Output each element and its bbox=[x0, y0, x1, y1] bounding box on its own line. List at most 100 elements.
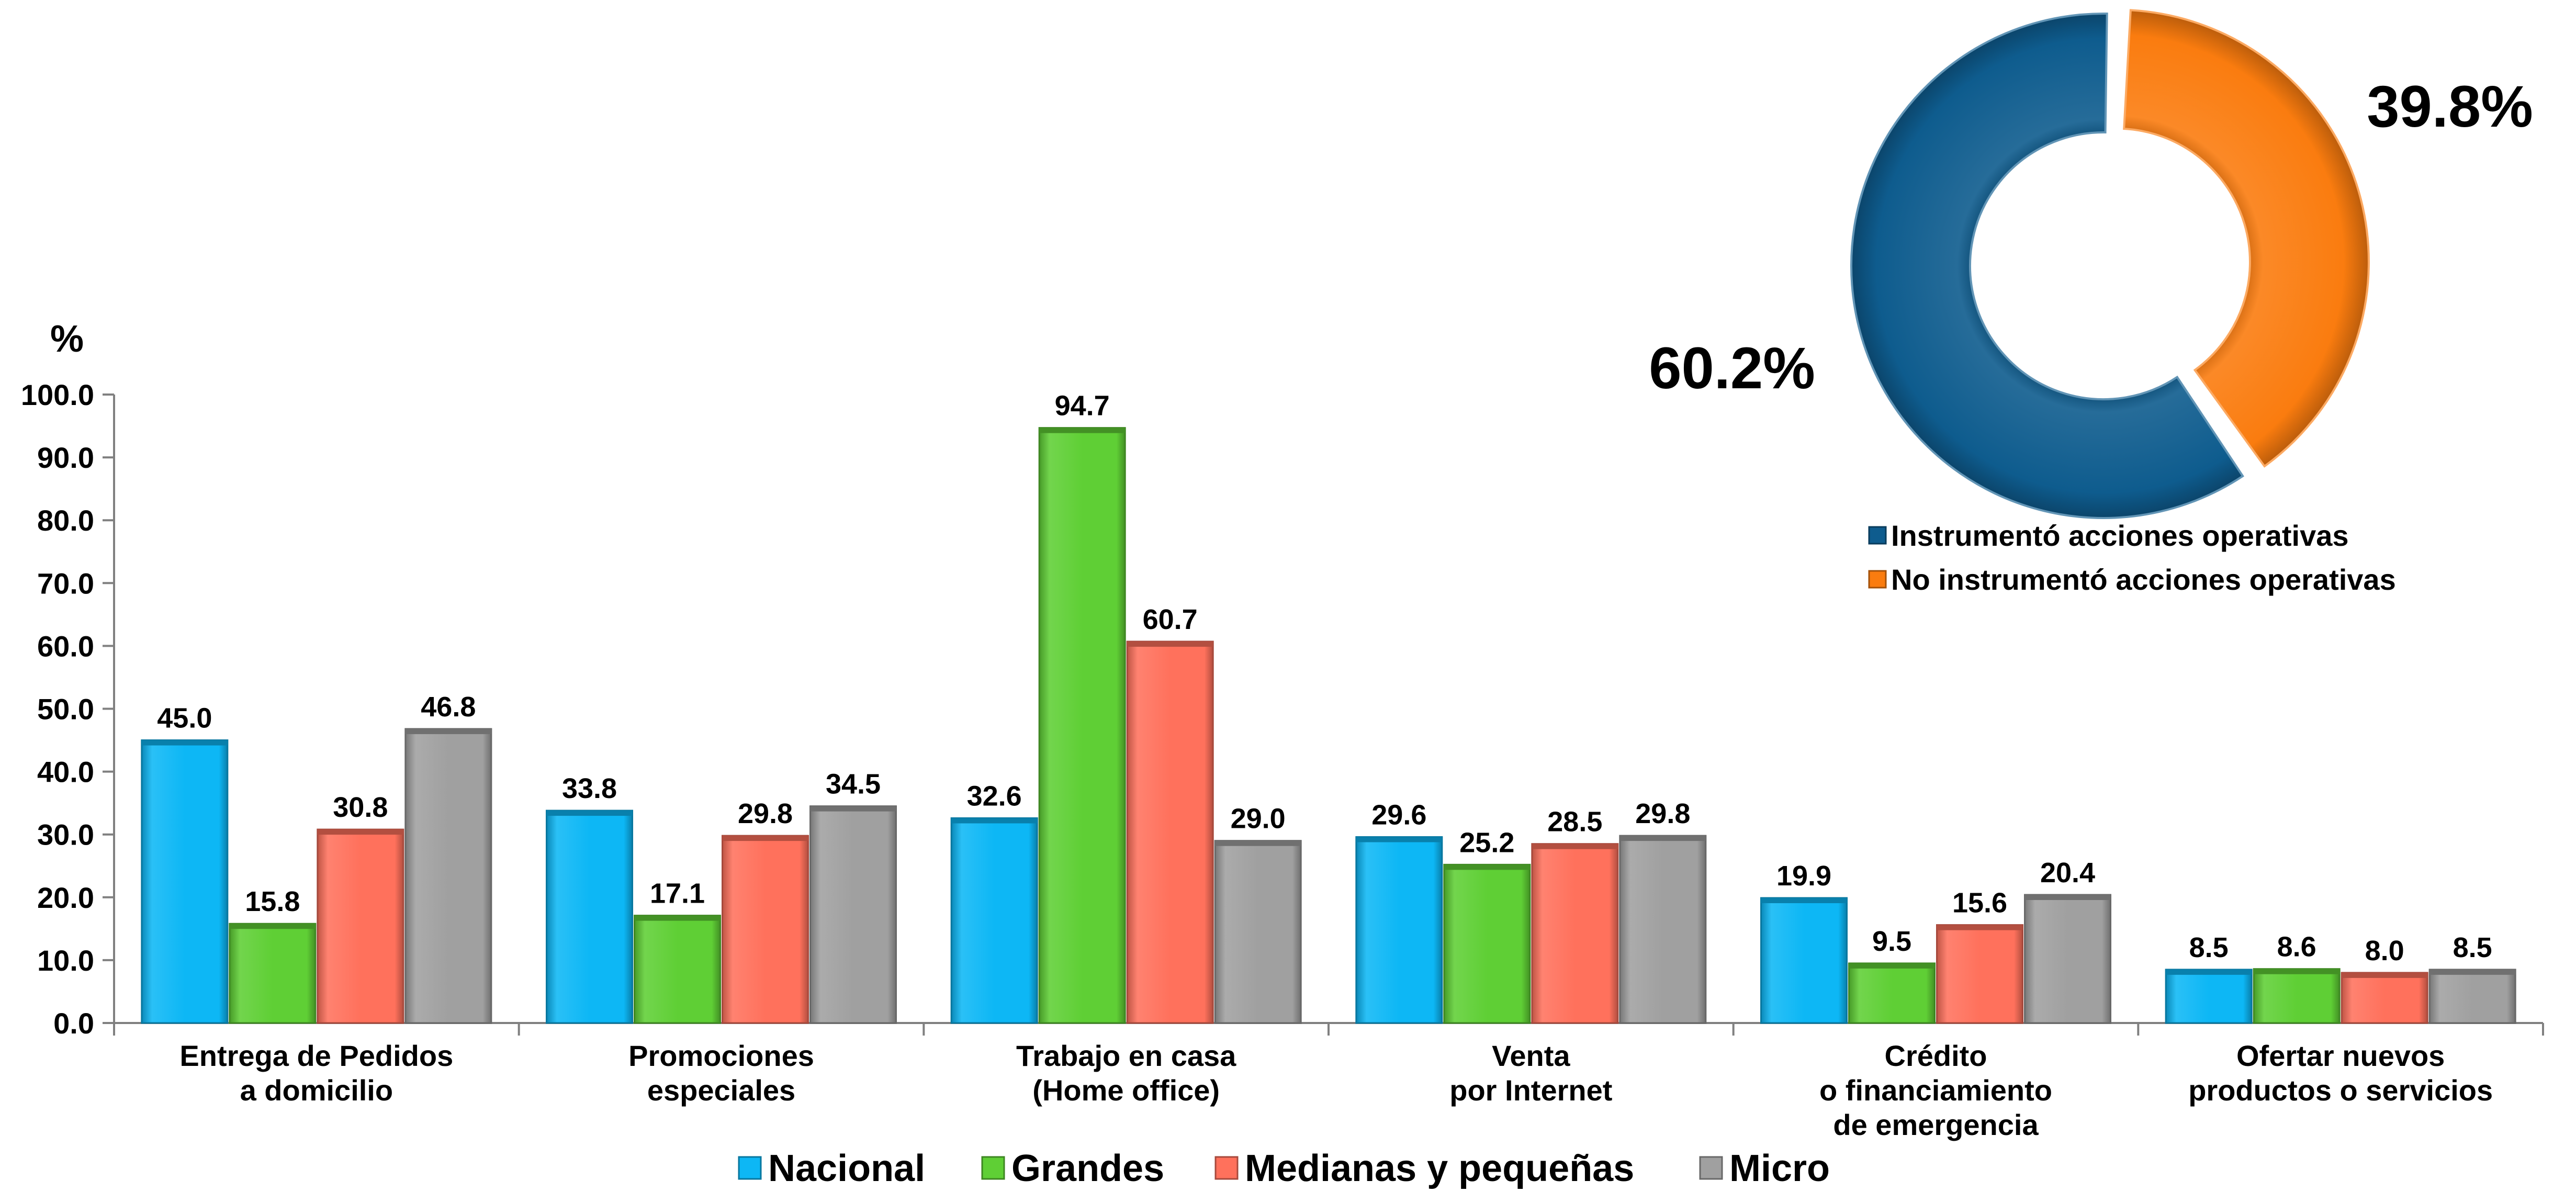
x-category-line: o financiamiento bbox=[1819, 1074, 2052, 1107]
data-label: 20.4 bbox=[2040, 857, 2095, 889]
y-tick-label: 50.0 bbox=[37, 693, 94, 726]
donut-label: 60.2% bbox=[1649, 335, 1815, 401]
legend: Nacional Grandes Medianas y pequeñas Micro bbox=[738, 1148, 1830, 1189]
bar-top-bevel bbox=[1761, 898, 1847, 904]
x-category-label: Promociones especiales bbox=[628, 1039, 814, 1107]
x-category-line: productos o servicios bbox=[2188, 1074, 2493, 1107]
data-label: 8.5 bbox=[2453, 932, 2492, 963]
data-label: 29.0 bbox=[1231, 803, 1286, 835]
bar bbox=[1531, 843, 1619, 1024]
legend-swatch bbox=[738, 1156, 762, 1180]
bar bbox=[1760, 897, 1848, 1024]
bar-top-bevel bbox=[1215, 840, 1301, 846]
series-micro: 46.8 34.5 29.0 29.8 20.4 8.5 bbox=[404, 691, 2516, 1024]
y-tick-label: 40.0 bbox=[37, 756, 94, 789]
data-label: 30.8 bbox=[333, 792, 388, 823]
bar bbox=[141, 739, 229, 1024]
series-grandes: 15.8 17.1 94.7 25.2 9.5 8.6 bbox=[229, 390, 2341, 1024]
bar-top-bevel bbox=[229, 924, 316, 929]
x-category-line: Entrega de Pedidos bbox=[179, 1039, 453, 1072]
bar bbox=[546, 810, 633, 1024]
data-label: 8.0 bbox=[2365, 935, 2404, 966]
bar-top-bevel bbox=[2024, 894, 2111, 900]
bar bbox=[2024, 894, 2111, 1024]
bar-top-bevel bbox=[1356, 837, 1442, 842]
data-label: 28.5 bbox=[1547, 806, 1602, 838]
y-axis: % 0.0 10.0 20.0 30.0 40.0 50.0 60.0 70.0 80.0 90.0… bbox=[21, 318, 115, 1040]
bar bbox=[2165, 969, 2253, 1024]
bar bbox=[1936, 924, 2023, 1024]
data-label: 19.9 bbox=[1776, 860, 1831, 892]
donut-legend-label: No instrumentó acciones operativas bbox=[1891, 563, 2396, 596]
y-tick-label: 90.0 bbox=[37, 441, 94, 474]
x-category-label: Ofertar nuevos productos o servicios bbox=[2188, 1039, 2493, 1107]
bar-top-bevel bbox=[810, 806, 896, 812]
data-label: 17.1 bbox=[650, 878, 705, 909]
bar bbox=[1443, 863, 1531, 1024]
data-label: 45.0 bbox=[157, 703, 212, 734]
data-label: 32.6 bbox=[967, 780, 1022, 812]
bar-top-bevel bbox=[1849, 963, 1935, 969]
bar-top-bevel bbox=[951, 818, 1038, 824]
data-label: 29.6 bbox=[1371, 800, 1426, 831]
donut-legend-swatch bbox=[1868, 526, 1887, 545]
bar-top-bevel bbox=[317, 829, 403, 835]
data-label: 94.7 bbox=[1055, 390, 1110, 422]
legend-label: Medianas y pequeñas bbox=[1245, 1148, 1634, 1189]
x-category-line: a domicilio bbox=[240, 1074, 393, 1107]
donut-slice bbox=[1850, 13, 2244, 519]
bar-top-bevel bbox=[405, 728, 491, 734]
bar bbox=[1214, 840, 1302, 1024]
y-tick-label: 100.0 bbox=[21, 378, 94, 411]
x-category-line: Promociones bbox=[628, 1039, 814, 1072]
y-tick-label: 60.0 bbox=[37, 629, 94, 662]
donut-chart: 60.2% 39.8% bbox=[1649, 9, 2533, 519]
data-label: 8.6 bbox=[2277, 931, 2316, 963]
data-label: 29.8 bbox=[1635, 798, 1690, 829]
legend-swatch bbox=[1214, 1156, 1239, 1180]
bar-top-bevel bbox=[2166, 969, 2252, 975]
bar-top-bevel bbox=[2254, 969, 2340, 974]
data-label: 33.8 bbox=[562, 773, 617, 804]
y-axis-unit: % bbox=[50, 318, 84, 360]
y-tick-label: 10.0 bbox=[37, 944, 94, 977]
x-category-line: (Home office) bbox=[1032, 1074, 1220, 1107]
legend-label: Nacional bbox=[768, 1148, 925, 1189]
y-tick-label: 20.0 bbox=[37, 881, 94, 914]
x-category-label: Entrega de Pedidos a domicilio bbox=[179, 1039, 453, 1107]
bar bbox=[809, 805, 897, 1024]
data-label: 25.2 bbox=[1459, 827, 1514, 858]
bar-top-bevel bbox=[1039, 428, 1126, 433]
bar bbox=[2341, 972, 2428, 1024]
donut-legend: Instrumentó acciones operativas No instru… bbox=[1868, 519, 2396, 596]
x-category-line: Ofertar nuevos bbox=[2236, 1039, 2445, 1072]
bar-top-bevel bbox=[546, 811, 633, 816]
bar bbox=[1038, 427, 1126, 1024]
x-category-label: Trabajo en casa (Home office) bbox=[1016, 1039, 1236, 1107]
data-label: 9.5 bbox=[1872, 926, 1911, 957]
x-axis: Entrega de Pedidos a domicilio Promociones… bbox=[113, 1022, 2544, 1141]
donut-legend-label: Instrumentó acciones operativas bbox=[1891, 519, 2349, 552]
x-category-label: Crédito o financiamiento de emergencia bbox=[1819, 1039, 2052, 1141]
bar-top-bevel bbox=[1532, 844, 1618, 849]
bar-top-bevel bbox=[1619, 836, 1706, 841]
y-tick-label: 0.0 bbox=[53, 1007, 94, 1040]
bar bbox=[950, 817, 1038, 1024]
bar-top-bevel bbox=[2429, 969, 2516, 975]
bar bbox=[1126, 640, 1214, 1024]
series-nacional: 45.0 33.8 32.6 29.6 19.9 8.5 bbox=[141, 703, 2253, 1024]
bar bbox=[2428, 969, 2516, 1024]
data-label: 60.7 bbox=[1143, 604, 1198, 635]
y-tick-label: 80.0 bbox=[37, 504, 94, 537]
bar-top-bevel bbox=[2342, 972, 2428, 978]
x-category-line: de emergencia bbox=[1833, 1108, 2039, 1141]
data-label: 15.6 bbox=[1952, 887, 2007, 919]
legend-label: Grandes bbox=[1011, 1148, 1164, 1189]
bar bbox=[404, 728, 492, 1024]
legend-swatch bbox=[1699, 1156, 1723, 1180]
bar bbox=[722, 835, 809, 1024]
donut-slice bbox=[2123, 9, 2370, 468]
x-category-line: Trabajo en casa bbox=[1016, 1039, 1236, 1072]
bar bbox=[229, 923, 317, 1024]
